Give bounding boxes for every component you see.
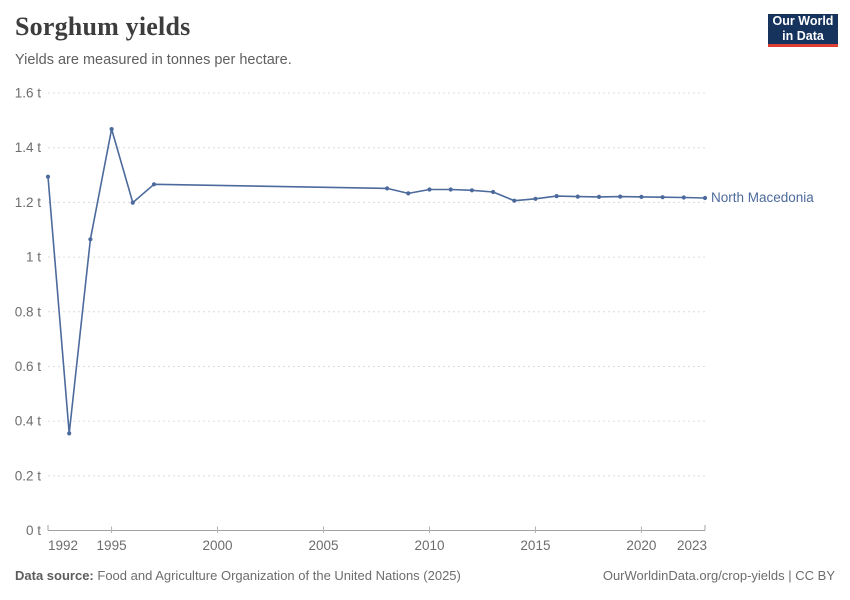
page-title: Sorghum yields bbox=[15, 12, 191, 41]
chart-subtitle: Yields are measured in tonnes per hectar… bbox=[15, 52, 292, 68]
data-point[interactable] bbox=[575, 194, 580, 199]
data-point[interactable] bbox=[67, 431, 72, 436]
data-point[interactable] bbox=[45, 174, 51, 179]
data-point[interactable] bbox=[491, 189, 496, 195]
data-source-label: Data source: bbox=[15, 568, 94, 583]
y-axis-tick-label: 0 t bbox=[26, 523, 41, 538]
y-axis-tick-label: 1.6 t bbox=[15, 86, 42, 101]
data-source-note: Data source: Food and Agriculture Organi… bbox=[15, 568, 461, 583]
data-point[interactable] bbox=[151, 182, 157, 187]
footer-citation-link[interactable]: OurWorldinData.org/crop-yields | CC BY bbox=[602, 568, 835, 583]
x-axis-tick-label: 2005 bbox=[308, 538, 338, 553]
data-point[interactable] bbox=[88, 237, 93, 242]
x-axis-tick-label: 2023 bbox=[677, 538, 707, 553]
x-axis-tick-label: 2000 bbox=[203, 538, 233, 553]
data-point[interactable] bbox=[512, 198, 517, 203]
series-label-north-macedonia[interactable]: North Macedonia bbox=[711, 190, 814, 205]
x-axis-tick-label: 1995 bbox=[97, 538, 127, 553]
y-axis-tick-label: 0.4 t bbox=[15, 414, 42, 429]
data-point[interactable] bbox=[660, 195, 665, 200]
x-axis-tick-label: 1992 bbox=[48, 538, 78, 553]
y-axis-tick-label: 1.2 t bbox=[15, 195, 42, 210]
data-point[interactable] bbox=[448, 187, 453, 192]
data-source-text: Food and Agriculture Organization of the… bbox=[97, 568, 461, 583]
data-point[interactable] bbox=[618, 194, 623, 199]
logo-line-2: in Data bbox=[782, 29, 824, 43]
data-point[interactable] bbox=[702, 195, 708, 201]
data-point[interactable] bbox=[681, 195, 686, 200]
data-point[interactable] bbox=[469, 188, 474, 193]
data-point[interactable] bbox=[533, 196, 538, 201]
data-point[interactable] bbox=[554, 194, 559, 199]
data-line[interactable] bbox=[47, 128, 706, 435]
data-point[interactable] bbox=[130, 200, 135, 205]
x-axis-tick-label: 2010 bbox=[414, 538, 444, 553]
data-point[interactable] bbox=[109, 127, 114, 132]
data-point[interactable] bbox=[385, 186, 390, 191]
y-axis-tick-label: 0.2 t bbox=[15, 468, 42, 483]
data-point[interactable] bbox=[639, 194, 644, 199]
y-axis-tick-label: 1.4 t bbox=[15, 140, 42, 155]
y-axis-tick-label: 0.8 t bbox=[15, 304, 42, 319]
data-point[interactable] bbox=[406, 191, 411, 196]
owid-logo[interactable]: Our World in Data bbox=[768, 14, 838, 47]
chart-footer: Data source: Food and Agriculture Organi… bbox=[15, 568, 835, 583]
data-point[interactable] bbox=[596, 194, 602, 199]
y-axis-tick-label: 0.6 t bbox=[15, 359, 42, 374]
data-point[interactable] bbox=[427, 187, 432, 192]
x-axis-tick-label: 2015 bbox=[520, 538, 550, 553]
x-axis-tick-label: 2020 bbox=[626, 538, 656, 553]
y-axis-tick-label: 1 t bbox=[26, 250, 41, 265]
logo-line-1: Our World bbox=[772, 14, 834, 29]
